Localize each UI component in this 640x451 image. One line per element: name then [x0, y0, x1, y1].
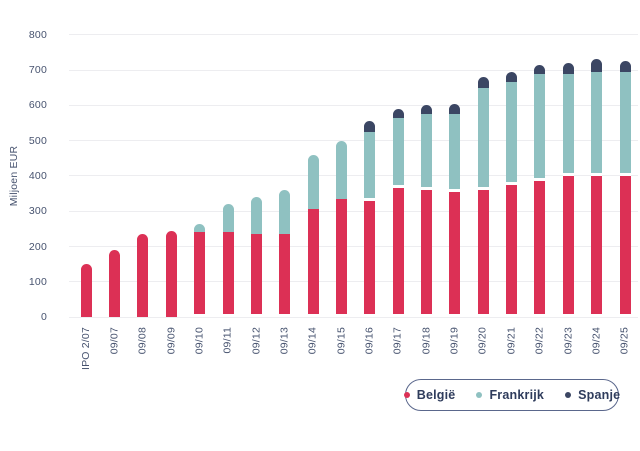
bar-segment-belgie-09-21	[506, 184, 518, 318]
bar-segment-spanje-09-16	[364, 121, 376, 132]
gridline-0	[69, 316, 638, 318]
gridline-300	[69, 210, 638, 212]
bar-segment-spanje-09-23	[562, 62, 574, 74]
bar-segment-frankrijk-09-24	[591, 71, 603, 176]
bar-segment-belgie-09-17	[392, 188, 404, 318]
y-tick-label-800: 800	[28, 28, 47, 41]
bar-segment-frankrijk-09-13	[279, 190, 291, 235]
gridline-500	[69, 140, 638, 142]
y-tick-label-200: 200	[28, 240, 47, 253]
y-tick-label-700: 700	[28, 64, 47, 76]
bar-segment-belgie-09-07	[109, 250, 121, 318]
gridline-600	[69, 104, 638, 106]
gridline-200	[69, 246, 638, 248]
bar-segment-spanje-09-20	[477, 77, 489, 88]
legend-label-frankrijk: Frankrijk	[489, 388, 545, 402]
bar-segment-belgie-09-11	[222, 232, 234, 318]
legend-item-belgie[interactable]: België	[403, 388, 456, 402]
y-tick-label-500: 500	[28, 134, 47, 147]
bar-segment-spanje-09-21	[506, 71, 518, 83]
legend-label-spanje: Spanje	[578, 388, 621, 402]
y-tick-label-100: 100	[28, 275, 47, 288]
bar-segment-frankrijk-09-23	[562, 73, 574, 176]
legend-item-frankrijk[interactable]: Frankrijk	[476, 388, 544, 402]
y-tick-label-600: 600	[28, 99, 47, 112]
bar-segment-frankrijk-09-19	[449, 114, 461, 192]
bar-segment-spanje-09-19	[449, 103, 461, 115]
bar-segment-belgie-09-16	[364, 200, 376, 318]
bar-segment-frankrijk-09-11	[222, 204, 234, 233]
bar-segment-belgie-09-12	[250, 234, 262, 318]
bar-segment-frankrijk-09-18	[421, 114, 433, 191]
frankrijk-dot-icon	[476, 392, 483, 398]
bar-segment-spanje-09-25	[619, 61, 631, 72]
bar-segment-belgie-09-09	[165, 230, 177, 318]
bar-segment-frankrijk-09-20	[477, 87, 489, 191]
x-tick-label-09-23: 09/23	[561, 327, 574, 355]
belgie-dot-icon	[403, 392, 410, 398]
bar-segment-frankrijk-09-25	[619, 71, 631, 176]
x-tick-label-09-11: 09/11	[221, 327, 234, 354]
x-tick-label-09-18: 09/18	[420, 327, 433, 355]
bar-segment-spanje-09-18	[421, 105, 433, 115]
x-tick-label-09-17: 09/17	[391, 327, 404, 355]
gridline-800	[69, 34, 638, 36]
bar-segment-belgie-09-23	[562, 175, 574, 318]
bar-segment-belgie-09-18	[421, 190, 433, 318]
bar-segment-frankrijk-09-17	[392, 117, 404, 189]
bar-segment-belgie-09-10	[194, 232, 206, 318]
bar-segment-frankrijk-09-16	[364, 131, 376, 201]
x-tick-label-09-08: 09/08	[136, 327, 149, 355]
gridline-100	[69, 281, 638, 283]
bar-segment-frankrijk-09-21	[506, 82, 518, 185]
x-tick-label-09-21: 09/21	[505, 327, 518, 355]
x-tick-label-09-19: 09/19	[448, 327, 461, 355]
x-tick-label-09-16: 09/16	[363, 327, 376, 355]
bar-segment-spanje-09-17	[392, 108, 404, 118]
bar-segment-frankrijk-09-22	[534, 73, 546, 182]
gridline-400	[69, 175, 638, 177]
bar-segment-frankrijk-09-15	[335, 140, 347, 199]
bar-segment-belgie-09-20	[477, 190, 489, 318]
bar-segment-belgie-09-15	[335, 198, 347, 318]
chart-legend: België Frankrijk Spanje	[403, 379, 620, 411]
x-tick-label-IPO-2-07: IPO 2/07	[79, 327, 92, 371]
bar-segment-spanje-09-24	[591, 59, 603, 72]
bar-segment-belgie-09-24	[591, 175, 603, 318]
y-tick-label-400: 400	[28, 169, 47, 182]
x-tick-label-09-09: 09/09	[164, 327, 177, 355]
y-tick-label-0: 0	[40, 311, 47, 324]
gridline-700	[69, 69, 638, 71]
bar-segment-belgie-09-08	[137, 234, 149, 318]
bar-segment-spanje-09-22	[534, 64, 546, 74]
y-tick-label-300: 300	[28, 205, 47, 218]
x-tick-label-09-22: 09/22	[533, 327, 546, 355]
bar-segment-frankrijk-09-12	[250, 197, 262, 235]
bar-segment-belgie-09-19	[449, 191, 461, 318]
x-tick-label-09-13: 09/13	[278, 327, 291, 355]
legend-label-belgie: België	[416, 388, 456, 402]
bar-segment-frankrijk-09-10	[194, 223, 206, 233]
bar-segment-belgie-09-14	[307, 209, 319, 318]
bar-segment-frankrijk-09-14	[307, 154, 319, 210]
bar-segment-belgie-09-25	[619, 175, 631, 318]
x-tick-label-09-15: 09/15	[334, 327, 347, 355]
bar-segment-belgie-IPO-2-07	[80, 264, 92, 318]
spanje-dot-icon	[565, 392, 572, 398]
bar-segment-belgie-09-22	[534, 181, 546, 318]
x-tick-label-09-24: 09/24	[590, 327, 603, 355]
legend-item-spanje[interactable]: Spanje	[565, 388, 620, 402]
x-tick-label-09-25: 09/25	[618, 327, 631, 355]
x-tick-label-09-20: 09/20	[476, 327, 489, 355]
x-tick-label-09-14: 09/14	[306, 327, 319, 355]
x-tick-label-09-12: 09/12	[249, 327, 262, 355]
x-tick-label-09-07: 09/07	[108, 327, 121, 355]
bar-segment-belgie-09-13	[279, 234, 291, 318]
x-tick-label-09-10: 09/10	[193, 327, 206, 355]
